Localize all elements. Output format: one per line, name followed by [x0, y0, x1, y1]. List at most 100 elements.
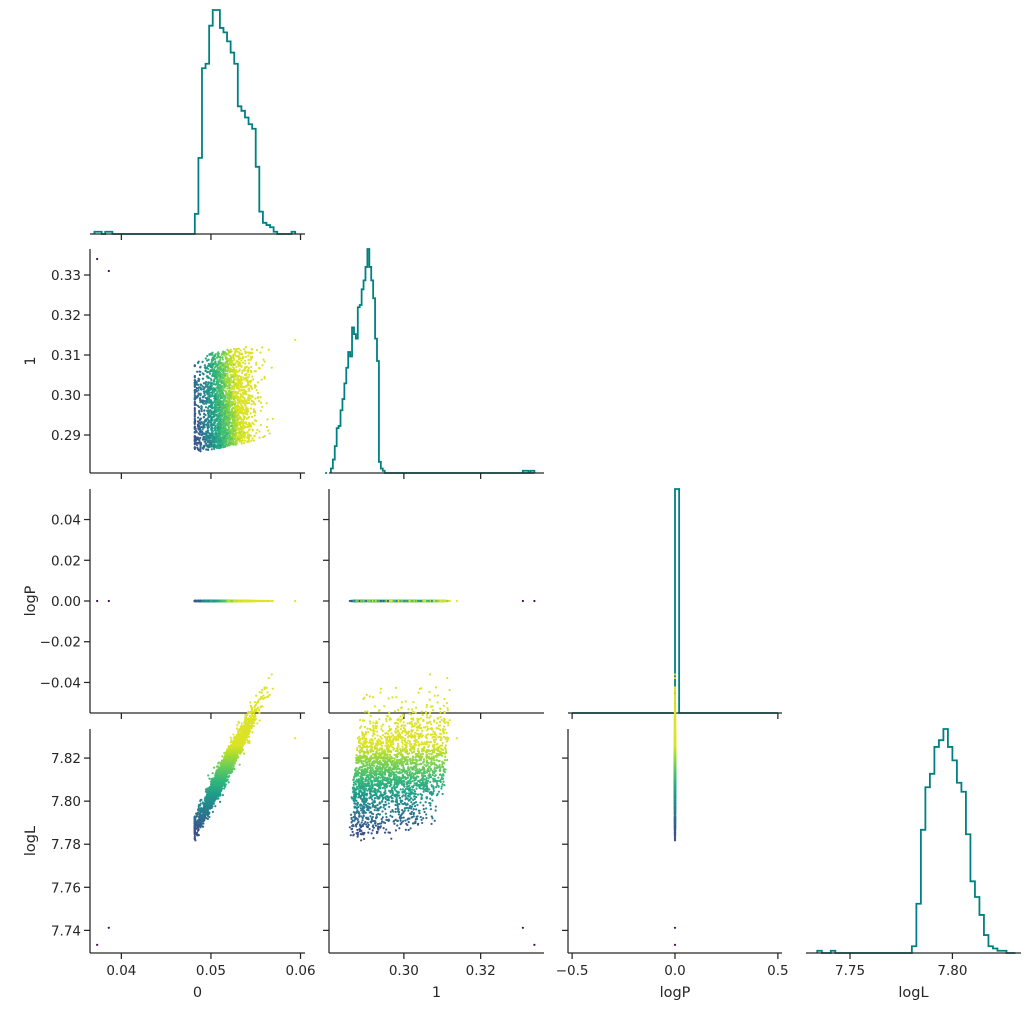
scatter-point [207, 370, 211, 373]
scatter-point [236, 418, 239, 421]
scatter-point [232, 435, 235, 438]
scatter-point [231, 385, 234, 388]
scatter-point [226, 360, 229, 363]
scatter-point [248, 394, 252, 397]
scatter-point [266, 418, 269, 421]
scatter-point [250, 399, 253, 402]
scatter-point [201, 432, 205, 435]
scatter-point [208, 391, 211, 395]
scatter-point [222, 404, 225, 407]
scatter-point [250, 387, 254, 390]
scatter-point [216, 382, 220, 385]
scatter-point [228, 403, 231, 406]
scatter-point [246, 401, 249, 404]
scatter-point [250, 365, 253, 369]
scatter-point [205, 381, 208, 384]
scatter-point [204, 357, 207, 360]
scatter-point [210, 448, 213, 451]
scatter-point [221, 433, 224, 436]
scatter-point [229, 411, 232, 414]
scatter-point [197, 405, 201, 409]
scatter-point [228, 367, 232, 370]
scatter-point [247, 376, 250, 379]
y-tick-label: 0.32 [51, 308, 81, 324]
scatter-point [240, 365, 243, 368]
scatter-point [223, 384, 226, 388]
scatter-point [222, 424, 225, 427]
scatter-point [199, 399, 202, 402]
scatter-point [236, 426, 239, 430]
scatter-point [247, 396, 250, 399]
scatter-point [253, 434, 256, 437]
scatter-point [193, 402, 196, 405]
scatter-point [235, 415, 238, 418]
scatter-point [235, 431, 239, 434]
scatter-point [256, 381, 260, 384]
scatter-point [244, 376, 248, 380]
scatter-point [252, 439, 256, 442]
scatter-point [257, 366, 261, 370]
scatter-point [216, 374, 219, 378]
scatter-point [222, 413, 225, 416]
scatter-point [240, 429, 243, 432]
scatter-point [212, 390, 215, 393]
scatter-point [247, 354, 250, 357]
scatter-point [261, 364, 264, 367]
scatter-point [201, 446, 204, 450]
scatter-point [241, 385, 244, 388]
scatter-point [196, 423, 199, 426]
scatter-point [208, 372, 212, 375]
scatter-point [239, 349, 242, 352]
scatter-point [250, 403, 253, 406]
scatter-point [193, 374, 196, 378]
scatter-point [195, 443, 199, 447]
scatter-point [240, 352, 243, 355]
scatter-point [206, 359, 209, 362]
scatter-point [197, 432, 200, 435]
scatter-point [226, 428, 229, 431]
scatter-point [235, 359, 238, 362]
scatter-point [225, 403, 228, 406]
scatter-point [265, 402, 268, 405]
scatter-point [241, 391, 245, 394]
histogram-outlier-bin [529, 469, 536, 473]
scatter-point [250, 394, 254, 397]
scatter-point [241, 355, 244, 359]
scatter-point [268, 599, 271, 603]
scatter-point [199, 445, 202, 448]
scatter-point [193, 381, 196, 384]
scatter-point [236, 599, 239, 603]
scatter-point [252, 423, 255, 426]
scatter-point [237, 347, 240, 350]
scatter-point [203, 412, 206, 415]
scatter-point [237, 356, 240, 359]
scatter-point [229, 348, 232, 351]
scatter-point [229, 435, 232, 439]
scatter-point [197, 379, 200, 382]
scatter-point [234, 433, 238, 436]
scatter-point [259, 409, 262, 412]
scatter-point [232, 373, 235, 377]
scatter-point [249, 358, 253, 361]
scatter-point [256, 391, 260, 395]
scatter-point [233, 403, 236, 406]
scatter-point [234, 348, 237, 351]
scatter-point [231, 407, 234, 410]
scatter-point [218, 433, 221, 436]
scatter-point [227, 408, 230, 411]
scatter-point [211, 382, 214, 385]
scatter-point [259, 424, 262, 427]
scatter-point [214, 400, 218, 403]
scatter-point [221, 352, 224, 356]
histogram-outlier-bin [521, 469, 530, 473]
scatter-point [238, 389, 241, 392]
scatter-point [239, 411, 242, 414]
scatter-point [222, 416, 225, 419]
x-tick-label: 7.75 [835, 963, 865, 979]
scatter-point [247, 433, 250, 436]
scatter-point [226, 414, 229, 418]
scatter-point [195, 390, 198, 393]
scatter-point [249, 412, 252, 415]
scatter-point [199, 366, 202, 369]
